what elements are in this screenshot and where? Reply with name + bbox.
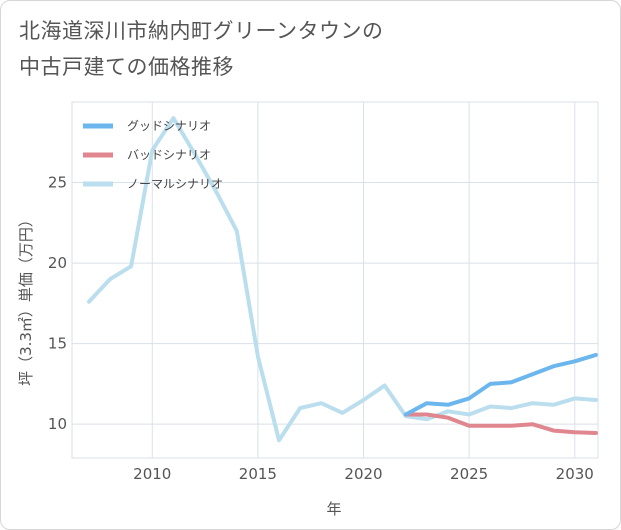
x-tick-label: 2020 (344, 465, 382, 483)
legend-label: グッドシナリオ (127, 119, 211, 133)
legend-label: ノーマルシナリオ (127, 177, 223, 191)
series-line-0 (403, 352, 598, 417)
chart-title: 北海道深川市納内町グリーンタウンの 中古戸建ての価格推移 (19, 13, 383, 85)
chart-title-line-1: 北海道深川市納内町グリーンタウンの (19, 19, 384, 43)
x-axis-label: 年 (326, 500, 341, 518)
x-tick-label: 2030 (556, 465, 594, 483)
y-axis-label: 坪（3.3㎡）単価（万円） (17, 212, 35, 386)
series-line-1 (403, 412, 598, 435)
chart-title-line-2: 中古戸建ての価格推移 (19, 55, 234, 79)
y-tick-label: 10 (48, 415, 67, 433)
series-line-2 (86, 116, 598, 443)
x-tick-label: 2025 (450, 465, 488, 483)
plot-area (71, 101, 599, 459)
legend-label: バッドシナリオ (127, 148, 211, 162)
x-tick-label: 2015 (239, 465, 277, 483)
series-lines (86, 116, 598, 443)
y-tick-label: 15 (48, 335, 67, 353)
x-tick-label: 2010 (133, 465, 171, 483)
y-tick-label: 20 (48, 254, 67, 272)
y-tick-label: 25 (48, 174, 67, 192)
